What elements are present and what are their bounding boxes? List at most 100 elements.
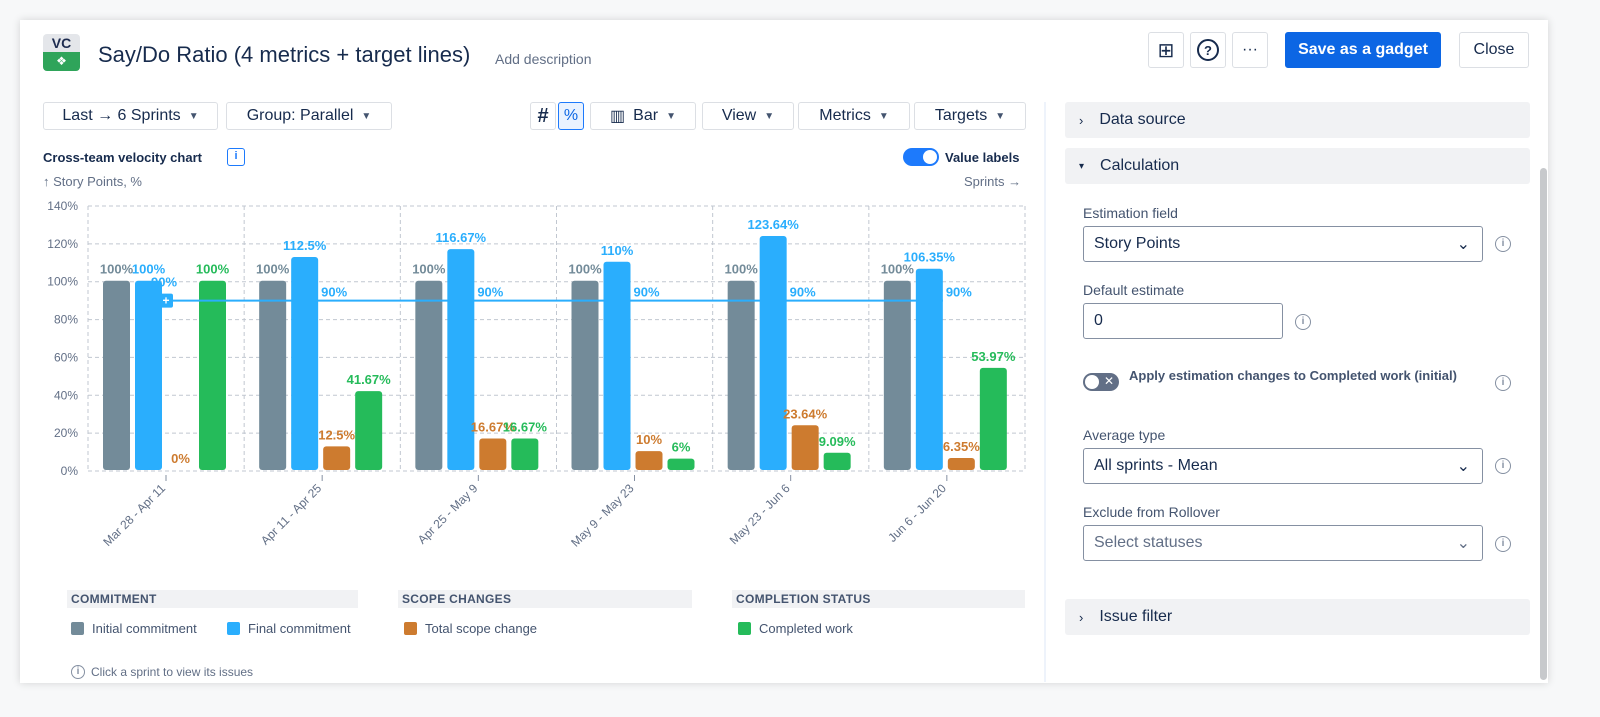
bar-initial-commitment (415, 280, 443, 470)
data-label: 0% (171, 451, 190, 466)
section-data-source[interactable]: › Data source (1065, 102, 1530, 138)
data-label: 100% (881, 262, 915, 277)
bar-completed-work (667, 458, 695, 470)
y-tick-label: 120% (47, 237, 78, 251)
bar-initial-commitment (727, 280, 755, 470)
info-icon[interactable]: i (1495, 236, 1511, 252)
data-label: 100% (568, 262, 602, 277)
apps-button[interactable]: ⊞ (1148, 32, 1184, 68)
save-as-gadget-button[interactable]: Save as a gadget (1285, 32, 1441, 68)
exclude-statuses-select[interactable]: Select statuses ⌄ (1083, 525, 1483, 561)
data-label: 106.35% (904, 250, 956, 265)
bar-final-commitment (759, 235, 787, 470)
view-dropdown[interactable]: View ▼ (702, 102, 794, 130)
close-button[interactable]: Close (1459, 32, 1529, 68)
more-icon: ··· (1242, 41, 1258, 58)
data-label: 100% (256, 262, 290, 277)
bar-completed-work (979, 367, 1007, 470)
info-icon[interactable]: i (1495, 536, 1511, 552)
data-label: 6.35% (943, 439, 980, 454)
x-tick-label: May 9 - May 23 (568, 481, 637, 550)
y-tick-label: 20% (54, 426, 78, 440)
targets-dropdown[interactable]: Targets ▼ (914, 102, 1026, 130)
y-tick-label: 100% (47, 275, 78, 289)
target-label: 90% (321, 285, 347, 300)
legend-group-scope: SCOPE CHANGES (398, 590, 692, 608)
data-label: 12.5% (318, 427, 355, 442)
sprint-range-dropdown[interactable]: Last → 6 Sprints ▼ (43, 102, 218, 130)
group-dropdown[interactable]: Group: Parallel ▼ (226, 102, 392, 130)
estimation-field-select[interactable]: Story Points ⌄ (1083, 226, 1483, 262)
chevron-down-icon: ⌄ (1456, 535, 1470, 552)
chevron-down-icon: ▼ (878, 110, 889, 122)
bar-initial-commitment (571, 280, 599, 470)
bar-final-commitment (135, 280, 162, 470)
bar-total-scope-change (791, 425, 819, 470)
bar-completed-work (199, 280, 226, 470)
more-button[interactable]: ··· (1232, 32, 1268, 68)
data-label: 53.97% (971, 349, 1016, 364)
info-icon[interactable]: i (1495, 458, 1511, 474)
chevron-down-icon: ▼ (666, 110, 676, 122)
add-description-link[interactable]: Add description (495, 51, 592, 67)
y-tick-label: 60% (54, 350, 78, 364)
target-label: 90% (790, 285, 816, 300)
data-label: 41.67% (347, 372, 392, 387)
chevron-down-icon: ▼ (188, 110, 199, 122)
chart-title: Cross-team velocity chart (43, 150, 202, 165)
bar-total-scope-change (323, 446, 351, 470)
bar-final-commitment (915, 268, 943, 470)
value-labels-toggle[interactable]: Value labels (903, 148, 1019, 166)
bar-completed-work (823, 452, 851, 470)
legend-group-completion: COMPLETION STATUS (732, 590, 1025, 608)
footer-hint: i Click a sprint to view its issues (71, 665, 253, 679)
legend-item-completed[interactable]: Completed work (738, 621, 853, 636)
data-label: 110% (601, 243, 634, 258)
info-icon[interactable]: i (1295, 314, 1311, 330)
info-icon: i (71, 665, 85, 679)
section-issue-filter[interactable]: › Issue filter (1065, 599, 1530, 635)
y-tick-label: 140% (47, 199, 78, 213)
bar-completed-work (355, 391, 383, 470)
bar-total-scope-change (479, 438, 507, 470)
average-type-select[interactable]: All sprints - Mean ⌄ (1083, 448, 1483, 484)
default-estimate-input[interactable]: 0 (1083, 303, 1283, 339)
y-axis-hint: ↑ Story Points, % (43, 174, 142, 189)
section-calculation[interactable]: ▾ Calculation (1065, 148, 1530, 184)
chevron-down-icon: ▼ (361, 110, 372, 122)
y-tick-label: 40% (54, 388, 78, 402)
panel-divider (1044, 102, 1046, 682)
legend-item-final[interactable]: Final commitment (227, 621, 351, 636)
chevron-right-icon: › (1079, 112, 1084, 128)
legend-item-scope[interactable]: Total scope change (404, 621, 537, 636)
data-label: 9.09% (819, 434, 856, 449)
count-mode-button[interactable]: # (530, 102, 556, 130)
metrics-dropdown[interactable]: Metrics ▼ (798, 102, 910, 130)
data-label: 16.67% (471, 419, 516, 434)
bar-final-commitment (291, 257, 319, 470)
help-button[interactable]: ? (1190, 32, 1226, 68)
legend-item-initial[interactable]: Initial commitment (71, 621, 197, 636)
x-tick-label: Jun 6 - Jun 20 (885, 481, 949, 545)
target-handle (160, 293, 173, 308)
data-label: 100% (100, 262, 134, 277)
data-label: 100% (412, 262, 446, 277)
info-icon[interactable]: i (1495, 375, 1511, 391)
data-label: 100% (196, 262, 230, 277)
target-label: 90% (151, 275, 177, 290)
chevron-down-icon: ⌄ (1456, 236, 1470, 253)
data-label: 100% (132, 262, 166, 277)
panel-scrollbar[interactable] (1540, 168, 1547, 680)
chart-info-icon[interactable]: i (227, 148, 245, 166)
bar-total-scope-change (635, 451, 663, 470)
bar-chart-icon: ▥ (610, 108, 626, 125)
apply-estimation-toggle[interactable]: ✕ (1083, 373, 1119, 391)
toggle-switch[interactable] (903, 148, 939, 166)
data-label: 112.5% (283, 238, 327, 253)
target-label: 90% (946, 285, 972, 300)
chevron-down-icon: ⌄ (1456, 458, 1470, 475)
percent-mode-button[interactable]: % (558, 102, 584, 130)
data-label: 16.67% (503, 419, 548, 434)
chart-type-dropdown[interactable]: ▥ Bar ▼ (590, 102, 696, 130)
data-label: 116.67% (436, 230, 487, 245)
